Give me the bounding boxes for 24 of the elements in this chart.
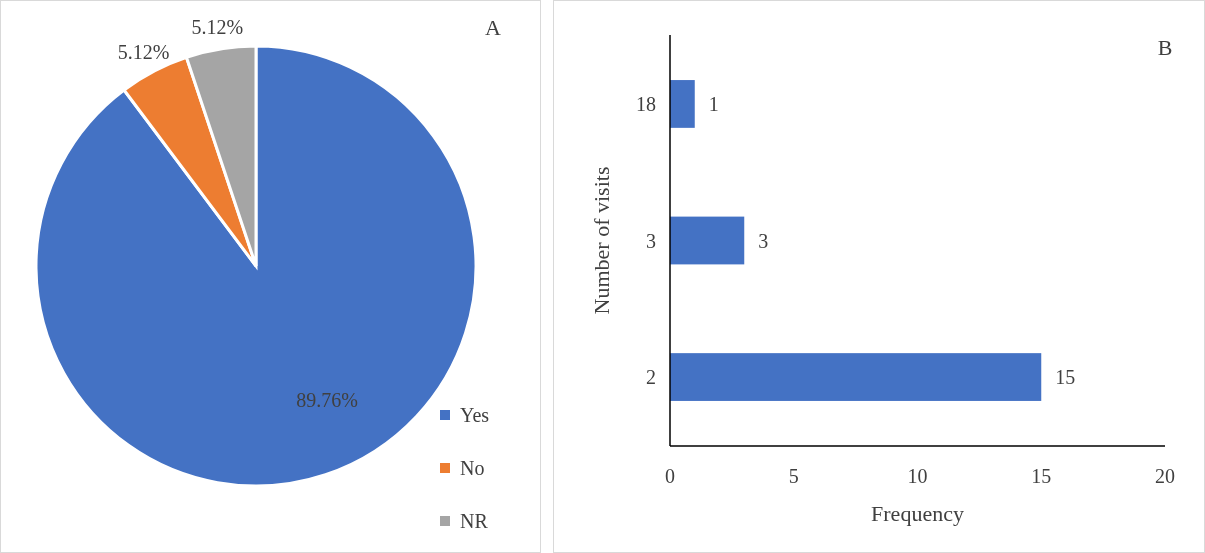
- data-label: 5.12%: [117, 40, 170, 63]
- y-tick-label: 3: [646, 229, 656, 252]
- chart-title: B: [1157, 34, 1173, 60]
- bar: [670, 353, 1042, 401]
- y-axis-title: Number of visits: [588, 166, 614, 315]
- x-axis-title: Frequency: [871, 500, 964, 526]
- data-label: 5.12%: [191, 16, 244, 39]
- bar: [670, 80, 695, 128]
- data-label: 1: [708, 92, 719, 115]
- x-tick-label: 10: [907, 465, 928, 487]
- x-tick-label: 15: [1031, 465, 1052, 487]
- data-label: 15: [1055, 366, 1076, 389]
- y-tick-label: 2: [646, 366, 656, 389]
- x-tick-label: 20: [1155, 465, 1175, 487]
- legend-label: NR: [460, 510, 489, 532]
- x-tick-label: 0: [665, 465, 675, 487]
- legend-label: No: [460, 457, 485, 479]
- data-label: 89.76%: [296, 389, 358, 411]
- chart-title: A: [485, 14, 502, 40]
- bar: [670, 216, 745, 265]
- y-tick-label: 18: [636, 92, 656, 115]
- legend-label: Yes: [460, 404, 490, 426]
- data-label: 3: [758, 229, 769, 252]
- x-tick-label: 5: [788, 465, 799, 487]
